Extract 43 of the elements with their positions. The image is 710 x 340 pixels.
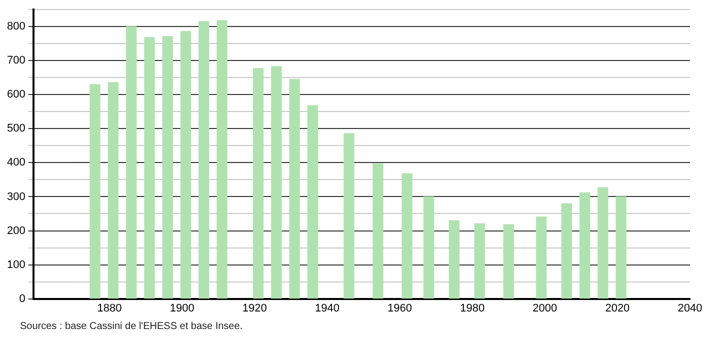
bar <box>271 66 282 299</box>
bar <box>180 31 192 299</box>
x-tick-label: 1900 <box>170 302 194 314</box>
x-tick-label: 1880 <box>97 302 122 314</box>
bar <box>289 79 300 299</box>
x-tick-label: 1940 <box>314 302 340 314</box>
y-tick-label: 700 <box>6 54 26 67</box>
y-tick-label: 400 <box>6 156 26 169</box>
bar <box>579 192 590 299</box>
bar <box>598 187 608 299</box>
bar <box>216 20 228 299</box>
bar <box>252 68 264 299</box>
y-tick-label: 100 <box>6 258 26 271</box>
x-tick-label: 1960 <box>388 302 412 314</box>
bar <box>423 196 434 299</box>
y-tick-label: 200 <box>6 224 26 237</box>
bar <box>561 203 572 299</box>
y-tick-label: 500 <box>6 122 26 135</box>
bar <box>126 26 137 299</box>
bar <box>536 216 547 299</box>
bar <box>108 82 118 299</box>
bar <box>144 37 155 299</box>
bar <box>616 196 626 299</box>
bar <box>162 36 173 299</box>
bar <box>307 105 318 299</box>
y-tick-label: 600 <box>6 88 26 101</box>
bar <box>90 84 100 299</box>
bar <box>344 133 354 299</box>
x-tick-label: 1920 <box>242 302 267 314</box>
bar <box>402 173 412 299</box>
x-tick-label: 2020 <box>605 302 630 314</box>
x-tick-label: 2000 <box>532 302 558 314</box>
source-note: Sources : base Cassini de l'EHESS et base Insee. <box>20 321 243 332</box>
bar <box>198 21 210 299</box>
x-tick-label: 1980 <box>460 302 485 314</box>
y-tick-label: 800 <box>6 20 26 33</box>
x-tick-label: 2040 <box>678 302 702 314</box>
bar <box>372 163 384 299</box>
bar <box>474 223 485 299</box>
y-tick-label: 0 <box>19 292 26 305</box>
y-tick-label: 300 <box>6 190 26 203</box>
bar <box>503 224 514 299</box>
bar <box>448 220 460 299</box>
